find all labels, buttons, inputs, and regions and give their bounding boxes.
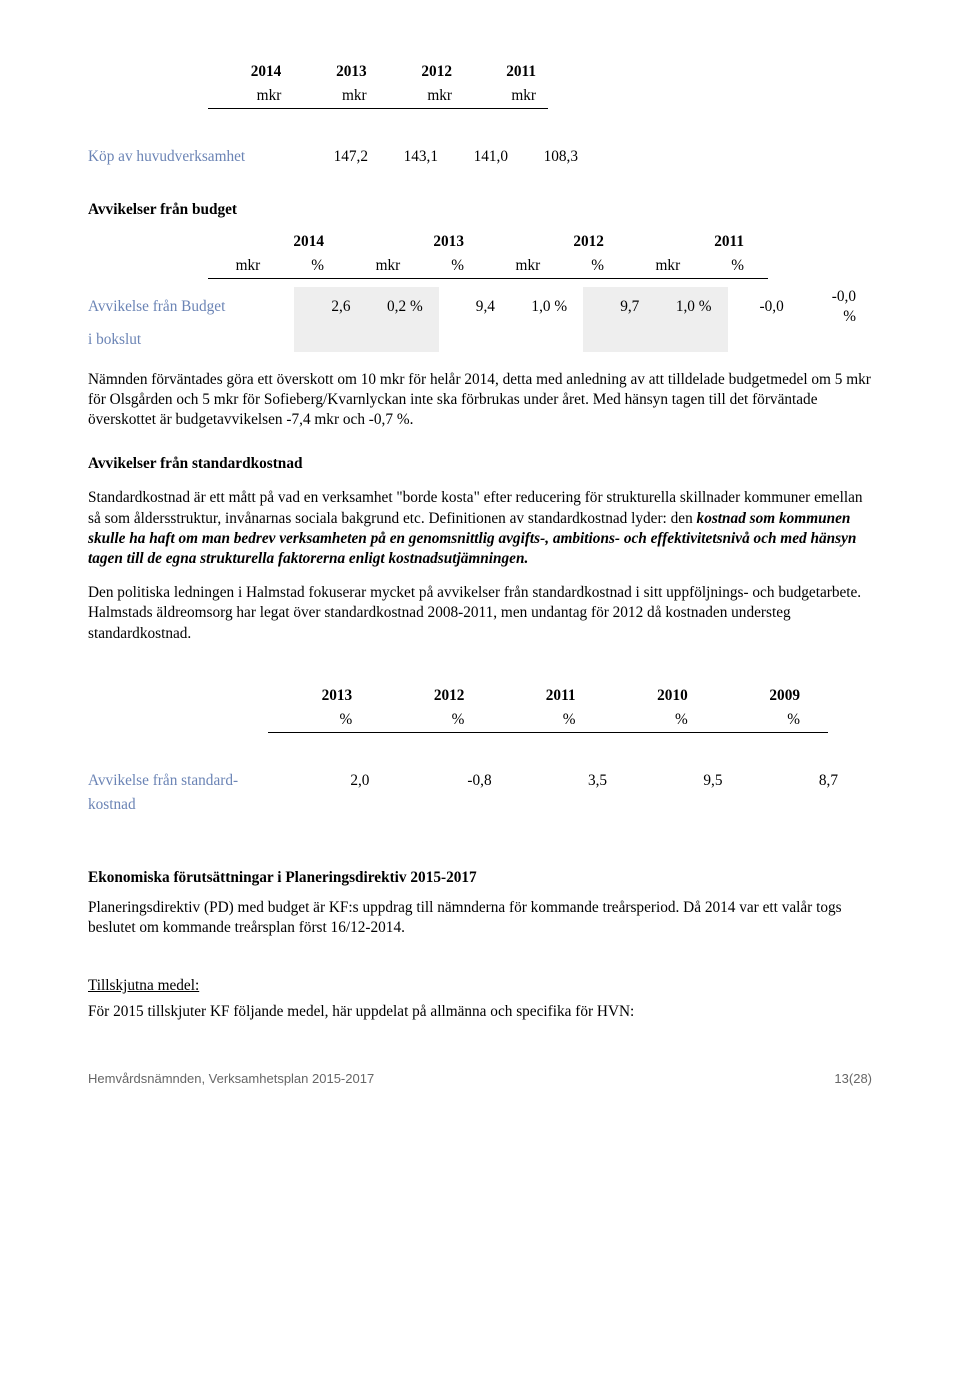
heading-avvikelser-standardkostnad: Avvikelser från standardkostnad (88, 454, 872, 474)
t3-row-label: Avvikelse från Budget (88, 287, 294, 327)
t5-val: -0,8 (403, 769, 525, 793)
t3-val: 9,7 (583, 287, 655, 327)
t2-year: 2013 (348, 230, 488, 254)
t4-year: 2012 (380, 684, 492, 708)
t4-unit: % (268, 708, 380, 733)
t3-val: 1,0 % (511, 287, 583, 327)
t1-val: 141,0 (448, 145, 518, 169)
t1-unit: mkr (208, 84, 293, 109)
t2-unit: mkr (628, 254, 704, 279)
t5-val: 2,0 (288, 769, 403, 793)
t2-unit: mkr (488, 254, 564, 279)
t4-year: 2010 (604, 684, 716, 708)
t5-val: 9,5 (641, 769, 756, 793)
table-avvikelser-budget-values: Avvikelse från Budget 2,6 0,2 % 9,4 1,0 … (88, 287, 872, 352)
t3-val: 1,0 % (655, 287, 727, 327)
t2-year: 2014 (208, 230, 348, 254)
heading-avvikelser-budget: Avvikelser från budget (88, 200, 872, 220)
t3-val: 9,4 (439, 287, 511, 327)
t2-unit: % (564, 254, 628, 279)
t3-val: -0,0 % (800, 287, 872, 327)
table-kop-av-huvudverksamhet: 2014 2013 2012 2011 mkr mkr mkr mkr (208, 60, 548, 109)
paragraph-tillskjuter: För 2015 tillskjuter KF följande medel, … (88, 1002, 872, 1022)
t2-unit: % (704, 254, 768, 279)
t2-year: 2011 (628, 230, 768, 254)
t1-unit: mkr (293, 84, 378, 109)
t4-year: 2011 (492, 684, 603, 708)
t5-val: 3,5 (526, 769, 641, 793)
heading-tillskjutna: Tillskjutna medel: (88, 976, 872, 996)
table-standardkostnad-header: 2013 2012 2011 2010 2009 % % % % % (268, 684, 828, 733)
t1-row-label: Köp av huvudverksamhet (88, 145, 308, 169)
heading-ekonomiska: Ekonomiska förutsättningar i Planeringsd… (88, 868, 872, 888)
t1-unit: mkr (464, 84, 548, 109)
paragraph-planeringsdirektiv: Planeringsdirektiv (PD) med budget är KF… (88, 898, 872, 938)
t4-unit: % (604, 708, 716, 733)
paragraph-politiska: Den politiska ledningen i Halmstad fokus… (88, 583, 872, 644)
paragraph-standardkostnad: Standardkostnad är ett mått på vad en ve… (88, 488, 872, 569)
t4-unit: % (492, 708, 603, 733)
t1-val: 143,1 (378, 145, 448, 169)
t4-year: 2009 (716, 684, 828, 708)
t3-val: 2,6 (294, 287, 366, 327)
t2-unit: mkr (208, 254, 284, 279)
table-avvikelser-budget-header: 2014 2013 2012 2011 mkr % mkr % mkr % mk… (208, 230, 768, 279)
t4-year: 2013 (268, 684, 380, 708)
t1-val: 108,3 (518, 145, 588, 169)
t4-unit: % (380, 708, 492, 733)
footer-right: 13(28) (834, 1070, 872, 1087)
page-footer: Hemvårdsnämnden, Verksamhetsplan 2015-20… (88, 1070, 872, 1087)
t2-unit: mkr (348, 254, 424, 279)
table-kop-values: Köp av huvudverksamhet 147,2 143,1 141,0… (88, 145, 872, 169)
t1-year: 2011 (464, 60, 548, 84)
t1-year: 2013 (293, 60, 378, 84)
t1-val: 147,2 (308, 145, 378, 169)
t1-unit: mkr (379, 84, 464, 109)
paragraph-namnden: Nämnden förväntades göra ett överskott o… (88, 370, 872, 431)
table-standardkostnad-values: Avvikelse från standard- 2,0 -0,8 3,5 9,… (88, 769, 872, 817)
t5-val: 8,7 (757, 769, 873, 793)
t2-unit: % (284, 254, 348, 279)
footer-left: Hemvårdsnämnden, Verksamhetsplan 2015-20… (88, 1070, 374, 1087)
t3-val: -0,0 (728, 287, 800, 327)
t5-row-label-2: kostnad (88, 793, 288, 817)
t1-year: 2012 (379, 60, 464, 84)
t4-unit: % (716, 708, 828, 733)
t2-year: 2012 (488, 230, 628, 254)
t5-row-label: Avvikelse från standard- (88, 769, 288, 793)
t3-row-label-2: i bokslut (88, 328, 294, 352)
t3-val: 0,2 % (367, 287, 439, 327)
t1-year: 2014 (208, 60, 293, 84)
t2-unit: % (424, 254, 488, 279)
